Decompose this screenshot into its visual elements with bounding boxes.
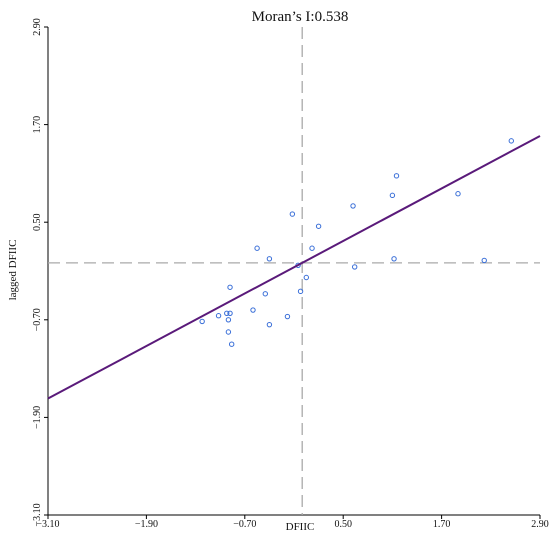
y-tick-label: 0.50 [32,213,43,231]
regression-layer [47,135,541,400]
data-point [315,223,322,229]
x-axis-label: DFIIC [286,521,315,533]
x-tick-label: −0.70 [233,519,256,530]
data-point [284,313,291,320]
data-point [350,203,356,209]
x-tick-label: 1.70 [433,519,451,530]
y-tick-label: −1.90 [32,406,43,429]
data-point [262,291,268,297]
y-tick-label: 2.90 [32,18,43,36]
data-point [254,245,260,251]
data-point [199,318,205,325]
points-layer [199,138,514,347]
axes [47,27,540,516]
mean-lines [48,27,540,515]
chart-title: Moran’s I:0.538 [252,9,349,25]
data-point [481,257,487,264]
data-point [455,191,461,197]
data-point [215,313,222,319]
data-point [309,245,315,251]
data-point [224,310,230,316]
data-point [225,329,232,335]
y-tick-label: −3.10 [32,503,43,526]
y-tick-label: 1.70 [32,116,43,134]
data-point [227,310,233,316]
data-point [508,138,514,144]
data-point [351,264,358,270]
data-point [228,341,235,347]
data-point [393,173,400,179]
data-point [266,321,273,328]
data-point [389,192,396,199]
tick-layer: −3.10 −1.90 −0.70 0.50 1.70 2.90 −3.10 −1.90 −0.… [32,18,549,530]
data-point [250,307,256,313]
regression-line [47,135,541,400]
data-point [266,256,273,262]
data-point [289,211,296,217]
data-point [303,274,309,281]
data-point [225,317,232,323]
x-tick-label: −3.10 [36,519,59,530]
x-tick-label: −1.90 [135,519,158,530]
data-point [297,288,304,295]
y-tick-label: −0.70 [32,308,43,331]
data-point [227,284,233,290]
y-axis-label: lagged DFIIC [7,240,19,301]
x-tick-label: 2.90 [531,519,549,530]
data-point [391,256,397,262]
x-tick-label: 0.50 [334,519,352,530]
